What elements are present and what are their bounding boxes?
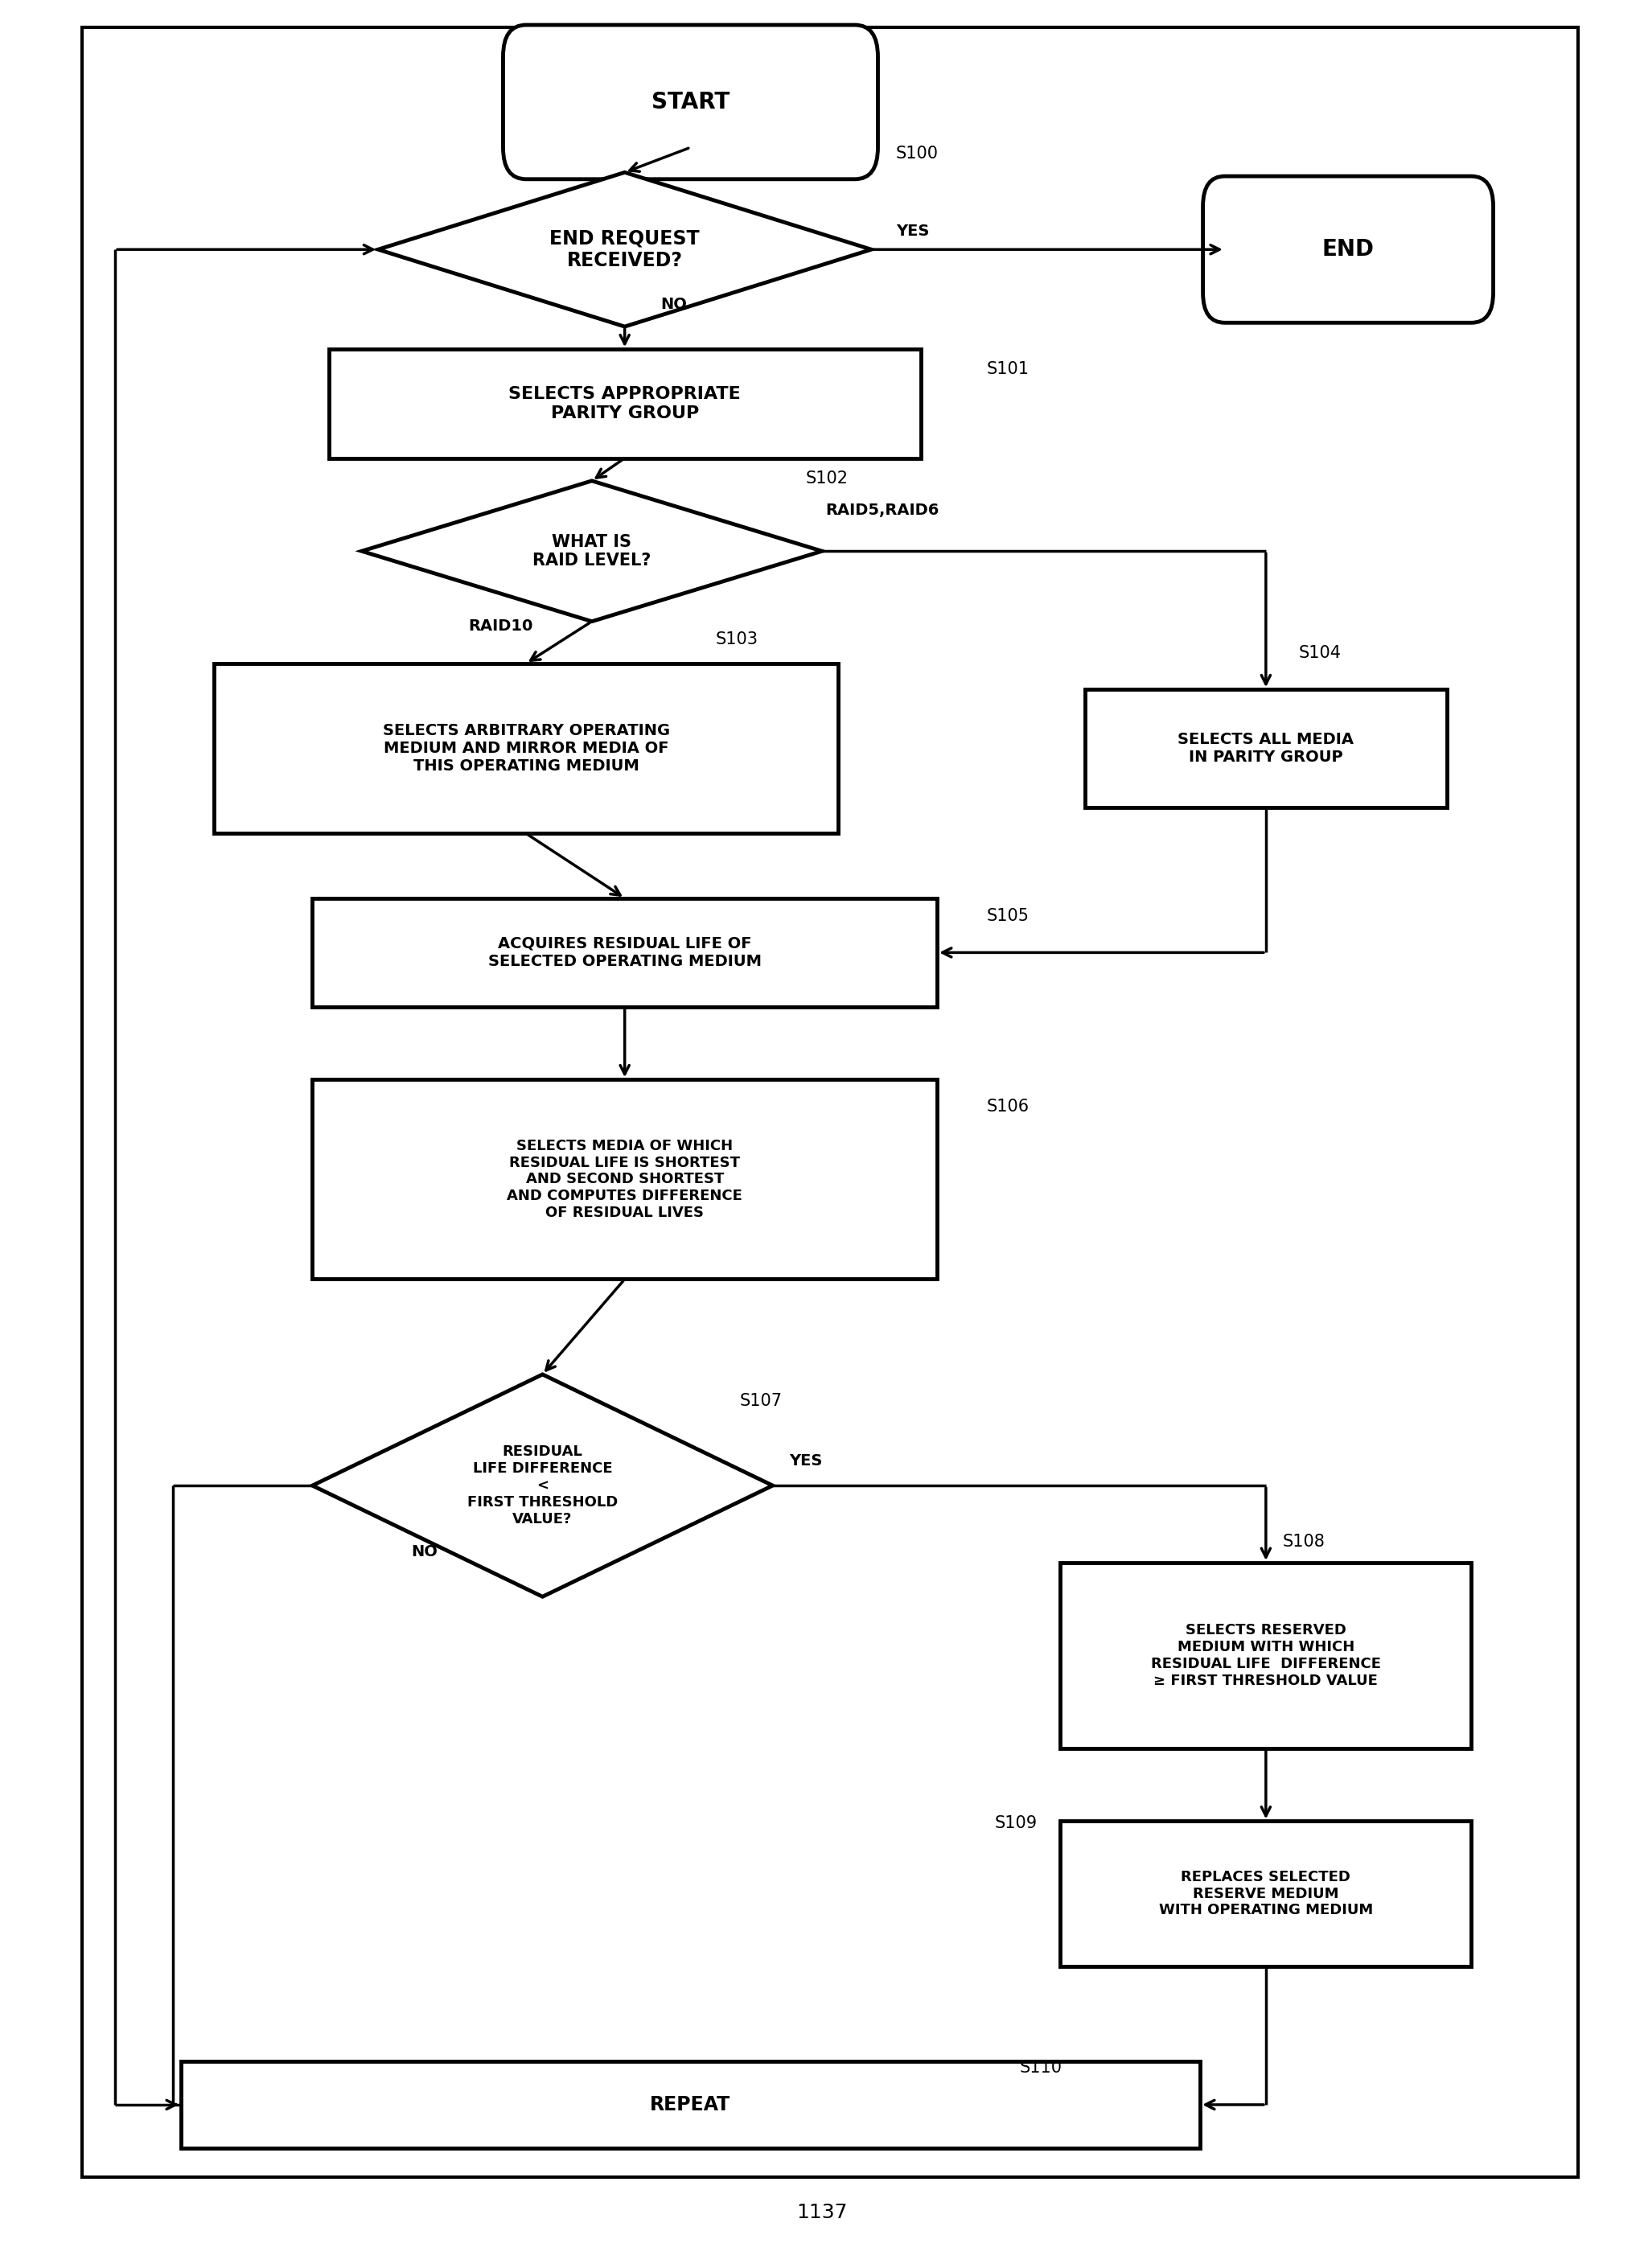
Text: RAID10: RAID10	[469, 619, 533, 633]
Text: S103: S103	[715, 631, 758, 646]
Text: REPEAT: REPEAT	[649, 2096, 732, 2114]
Text: S107: S107	[740, 1393, 783, 1408]
Text: ACQUIRES RESIDUAL LIFE OF
SELECTED OPERATING MEDIUM: ACQUIRES RESIDUAL LIFE OF SELECTED OPERA…	[488, 937, 761, 968]
Text: START: START	[651, 91, 730, 113]
Text: S100: S100	[896, 145, 939, 161]
Bar	[312, 898, 937, 1007]
Text: SELECTS RESERVED
MEDIUM WITH WHICH
RESIDUAL LIFE  DIFFERENCE
≥ FIRST THRESHOLD V: SELECTS RESERVED MEDIUM WITH WHICH RESID…	[1151, 1624, 1381, 1687]
FancyBboxPatch shape	[1203, 177, 1493, 322]
FancyBboxPatch shape	[503, 25, 878, 179]
Text: SELECTS MEDIA OF WHICH
RESIDUAL LIFE IS SHORTEST
AND SECOND SHORTEST
AND COMPUTE: SELECTS MEDIA OF WHICH RESIDUAL LIFE IS …	[506, 1139, 743, 1220]
Text: S108: S108	[1282, 1533, 1325, 1549]
Text: WHAT IS
RAID LEVEL?: WHAT IS RAID LEVEL?	[533, 533, 651, 569]
Bar	[1085, 689, 1447, 807]
Text: S101: S101	[986, 361, 1029, 376]
Text: RAID5,RAID6: RAID5,RAID6	[825, 503, 939, 517]
Text: S106: S106	[986, 1098, 1029, 1114]
Bar	[181, 2062, 1200, 2148]
Text: END: END	[1322, 238, 1374, 261]
Text: S109: S109	[995, 1814, 1037, 1830]
Polygon shape	[378, 172, 871, 327]
Bar	[1060, 1563, 1471, 1749]
Polygon shape	[362, 481, 822, 621]
Text: S105: S105	[986, 907, 1029, 923]
Bar	[214, 662, 838, 832]
Text: YES: YES	[896, 225, 929, 238]
Bar	[1060, 1821, 1471, 1966]
Text: END REQUEST
RECEIVED?: END REQUEST RECEIVED?	[549, 229, 700, 270]
Text: NO: NO	[411, 1545, 437, 1558]
Text: SELECTS ARBITRARY OPERATING
MEDIUM AND MIRROR MEDIA OF
THIS OPERATING MEDIUM: SELECTS ARBITRARY OPERATING MEDIUM AND M…	[383, 723, 669, 773]
Text: RESIDUAL
LIFE DIFFERENCE
<
FIRST THRESHOLD
VALUE?: RESIDUAL LIFE DIFFERENCE < FIRST THRESHO…	[467, 1445, 618, 1526]
Polygon shape	[312, 1374, 773, 1597]
Bar	[329, 349, 921, 458]
Text: 1137: 1137	[796, 2202, 848, 2223]
Text: YES: YES	[789, 1454, 822, 1467]
Text: NO: NO	[661, 297, 687, 311]
Text: S110: S110	[1019, 2059, 1062, 2075]
Text: REPLACES SELECTED
RESERVE MEDIUM
WITH OPERATING MEDIUM: REPLACES SELECTED RESERVE MEDIUM WITH OP…	[1159, 1869, 1373, 1919]
Bar	[312, 1080, 937, 1279]
Text: SELECTS APPROPRIATE
PARITY GROUP: SELECTS APPROPRIATE PARITY GROUP	[508, 386, 741, 422]
Text: S104: S104	[1299, 644, 1342, 660]
Text: SELECTS ALL MEDIA
IN PARITY GROUP: SELECTS ALL MEDIA IN PARITY GROUP	[1177, 733, 1355, 764]
Text: S102: S102	[806, 469, 848, 485]
